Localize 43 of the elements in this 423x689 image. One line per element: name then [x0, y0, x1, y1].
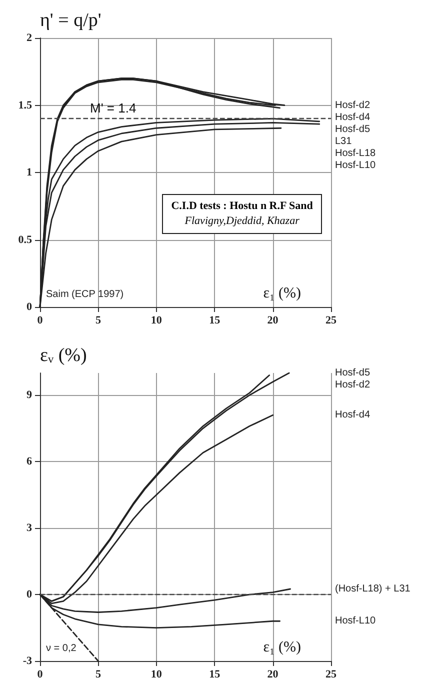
annotation: C.I.D tests : Hostu n R.F Sand: [171, 199, 313, 214]
y-tick-label: 1: [26, 166, 32, 178]
x-axis-title: ε₁ (%): [263, 640, 302, 656]
x-tick-label: 0: [37, 314, 44, 326]
annotation: ν = 0,2: [46, 643, 76, 654]
x-tick-label: 5: [95, 668, 102, 680]
y-axis-title: η' = q/p': [40, 10, 102, 31]
y-tick-label: 9: [26, 389, 32, 402]
x-tick-label: 10: [150, 668, 162, 680]
text: Hosf-d5: [335, 368, 370, 378]
x-tick-label: 0: [37, 668, 44, 680]
text: Hosf-d4: [335, 112, 370, 123]
x-axis-title: ε₁ (%): [263, 286, 302, 302]
text: Hosf-d5: [335, 124, 370, 135]
annotation: Saim (ECP 1997): [46, 289, 124, 300]
text-box: C.I.D tests : Hostu n R.F Sand Flavigny,Djeddid, Khazar: [162, 194, 322, 234]
y-tick-label: 2: [26, 32, 32, 44]
text: Hosf-L10: [335, 616, 376, 627]
text: Hosf-d2: [335, 100, 370, 111]
text: L31: [335, 136, 352, 147]
annotation: Flavigny,Djeddid, Khazar: [184, 214, 300, 229]
x-tick-label: 25: [326, 668, 337, 680]
y-tick-label: 0: [26, 301, 32, 313]
x-tick-label: 15: [209, 314, 221, 326]
x-tick-label: 15: [209, 668, 221, 680]
y-tick-label: 6: [26, 456, 32, 468]
ref-line-label: M' = 1.4: [90, 100, 136, 116]
text: Hosf-d2: [335, 380, 370, 390]
text: Hosf-L10: [335, 160, 376, 171]
text: Hosf-d4: [335, 410, 370, 421]
y-tick-label: 3: [26, 522, 32, 534]
x-tick-label: 10: [150, 314, 162, 326]
y-tick-label: -3: [22, 655, 32, 667]
text: (Hosf-L18) + L31: [335, 584, 411, 594]
x-tick-label: 20: [267, 314, 279, 326]
x-tick-label: 20: [267, 668, 279, 680]
y-axis-title: εᵥ (%): [40, 345, 87, 366]
y-tick-label: 1.5: [18, 99, 32, 112]
y-tick-label: 0: [26, 588, 32, 601]
x-tick-label: 5: [95, 314, 102, 326]
text: Hosf-L18: [335, 148, 376, 159]
x-tick-label: 25: [326, 314, 337, 326]
y-tick-label: 0.5: [18, 234, 32, 246]
